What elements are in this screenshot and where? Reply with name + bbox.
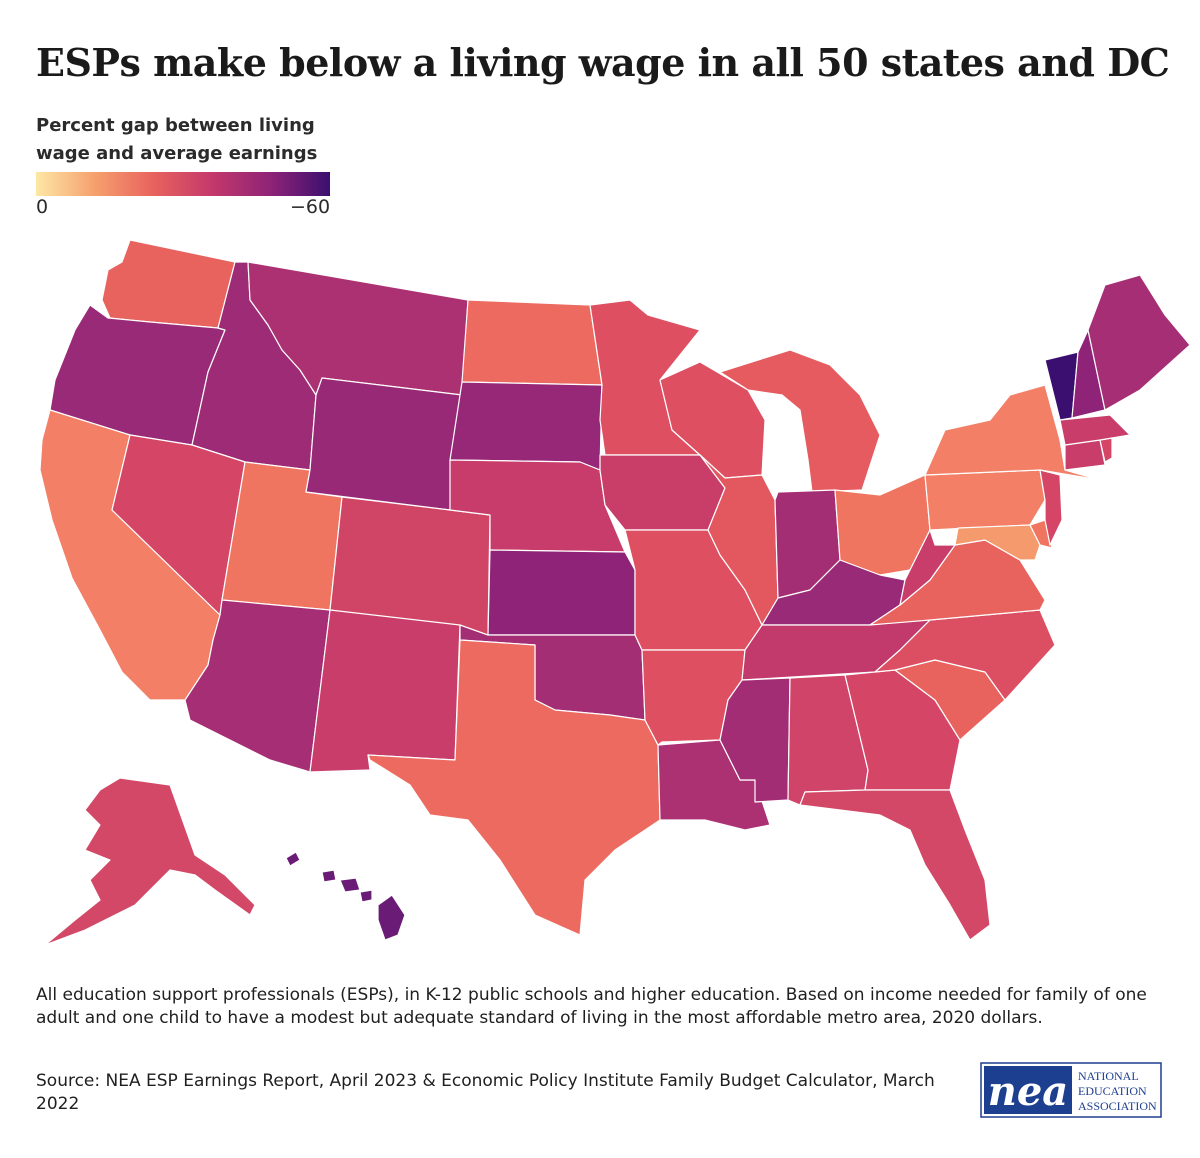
legend-title-line2: wage and average earnings [36, 143, 318, 164]
state-ny [924, 384, 1101, 481]
state-ks [487, 549, 636, 636]
legend-title-line1: Percent gap between living [36, 115, 315, 136]
state-nd [461, 299, 603, 386]
chart-note: All education support professionals (ESP… [36, 985, 1147, 1028]
logo-line1: NATIONAL [1078, 1069, 1139, 1083]
state-fl [799, 789, 991, 941]
logo-line3: ASSOCIATION [1078, 1099, 1157, 1113]
state-nc [874, 609, 1056, 701]
state-nj [1039, 469, 1063, 546]
chart-source: Source: NEA ESP Earnings Report, April 2… [36, 1071, 935, 1114]
state-hi [285, 851, 406, 941]
logo-line2: EDUCATION [1078, 1084, 1147, 1098]
state-ak [44, 777, 256, 946]
logo-mark: nea [988, 1068, 1068, 1115]
state-wv [899, 529, 956, 606]
us-choropleth-map [39, 239, 1191, 946]
page-title: ESPs make below a living wage in all 50 … [36, 40, 1170, 85]
state-ma [1059, 414, 1131, 446]
state-sd [449, 381, 603, 471]
state-md [954, 524, 1041, 561]
state-wy [305, 377, 463, 511]
legend-color-bar [36, 172, 330, 196]
state-nm [309, 609, 461, 773]
legend-title: Percent gap between living wage and aver… [36, 112, 356, 168]
state-me [1087, 274, 1191, 411]
state-tx [367, 639, 661, 936]
legend-max-label: −60 [290, 196, 331, 218]
state-ia [599, 454, 726, 531]
nea-logo: nea NATIONAL EDUCATION ASSOCIATION [980, 1062, 1162, 1118]
legend-min-label: 0 [36, 196, 49, 218]
state-pa [924, 469, 1046, 531]
state-wa [101, 239, 236, 329]
